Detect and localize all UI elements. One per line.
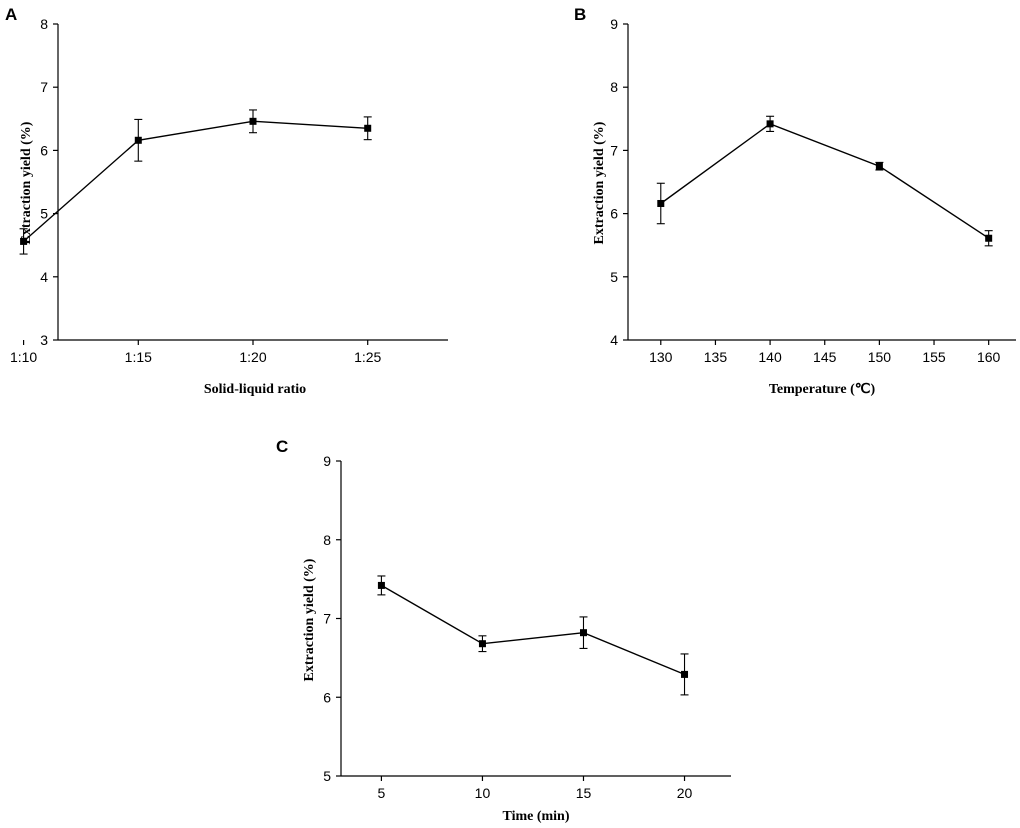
panel-b-x-axis-title: Temperature (℃) <box>769 382 876 397</box>
panel-c-x-tick-label: 20 <box>677 785 693 801</box>
panel-c-series-line <box>381 584 685 676</box>
panel-c-y-axis-title: Extraction yield (%) <box>302 558 317 681</box>
panel-a-data-point <box>20 237 28 245</box>
panel-a-y-tick-label: 5 <box>40 206 48 222</box>
panel-a-x-axis-title: Solid-liquid ratio <box>204 382 306 397</box>
panel-b-data-point <box>985 234 993 242</box>
panel-c-plot: 5 6 7 8 9 5 10 15 20 <box>323 453 731 801</box>
panel-a-plot: 3 4 5 6 7 8 1:10 1:15 1:20 1:25 <box>10 16 448 365</box>
panel-c-x-axis-title: Time (min) <box>502 809 569 824</box>
panel-a-label: A <box>5 5 17 24</box>
panel-b-x-tick-label: 160 <box>977 349 1001 365</box>
panel-c-data-point <box>681 670 689 678</box>
panel-c: C 5 6 7 8 9 5 10 15 20 Time (min) Extraction yie… <box>276 437 731 824</box>
panel-a-series-line <box>23 120 368 242</box>
panel-b-x-tick-label: 155 <box>922 349 946 365</box>
panel-b-y-tick-label: 4 <box>610 332 618 348</box>
panel-b-x-tick-label: 145 <box>813 349 837 365</box>
panel-b-x-tick-label: 130 <box>649 349 673 365</box>
panel-b-y-tick-label: 7 <box>610 142 618 158</box>
panel-c-data-point <box>478 640 486 648</box>
panel-a-data-point <box>134 136 142 144</box>
panel-a-y-tick-label: 3 <box>40 332 48 348</box>
panel-b-data-point <box>657 199 665 207</box>
panel-b-y-tick-label: 5 <box>610 269 618 285</box>
panel-b-series-line <box>660 123 990 239</box>
panel-a-data-point <box>249 117 257 125</box>
panel-c-x-tick-label: 5 <box>378 785 386 801</box>
panel-a-y-tick-label: 6 <box>40 142 48 158</box>
panel-a-x-tick-label: 1:10 <box>10 349 37 365</box>
panel-a-x-tick-label: 1:25 <box>354 349 381 365</box>
panel-b-plot: 4 5 6 7 8 9 130 135 140 145 150 155 160 <box>610 16 1016 365</box>
panel-c-data-point <box>579 629 587 637</box>
panel-c-y-tick-label: 9 <box>323 453 331 469</box>
panel-a-y-tick-label: 4 <box>40 269 48 285</box>
panel-c-x-tick-label: 10 <box>475 785 491 801</box>
panel-b-y-tick-label: 6 <box>610 206 618 222</box>
panel-a-data-point <box>364 124 372 132</box>
panel-c-label: C <box>276 437 288 456</box>
panel-c-y-tick-label: 7 <box>323 611 331 627</box>
panel-b-y-tick-label: 8 <box>610 79 618 95</box>
panel-b-y-tick-label: 9 <box>610 16 618 32</box>
panel-b-label: B <box>574 5 586 24</box>
panel-c-y-tick-label: 8 <box>323 532 331 548</box>
panel-b: B 4 5 6 7 8 9 130 135 140 145 150 155 160 Temperatur… <box>574 5 1016 397</box>
panel-b-y-axis-title: Extraction yield (%) <box>592 121 607 244</box>
panel-a: A 3 4 5 6 7 8 1:10 1:15 1:20 1:25 Solid-liquid ra… <box>5 5 448 397</box>
panel-a-y-tick-label: 8 <box>40 16 48 32</box>
panel-a-x-tick-label: 1:15 <box>125 349 152 365</box>
panel-c-x-tick-label: 15 <box>576 785 592 801</box>
panel-b-x-tick-label: 140 <box>758 349 782 365</box>
panel-b-data-point <box>875 162 883 170</box>
panel-a-x-tick-label: 1:20 <box>239 349 266 365</box>
panel-c-y-tick-label: 6 <box>323 689 331 705</box>
panel-b-x-tick-label: 150 <box>868 349 892 365</box>
panel-a-y-tick-label: 7 <box>40 79 48 95</box>
panel-b-data-point <box>766 120 774 128</box>
panel-c-data-point <box>377 581 385 589</box>
panel-c-y-tick-label: 5 <box>323 768 331 784</box>
panel-b-x-tick-label: 135 <box>704 349 728 365</box>
panel-a-y-axis-title: Extraction yield (%) <box>19 121 34 244</box>
